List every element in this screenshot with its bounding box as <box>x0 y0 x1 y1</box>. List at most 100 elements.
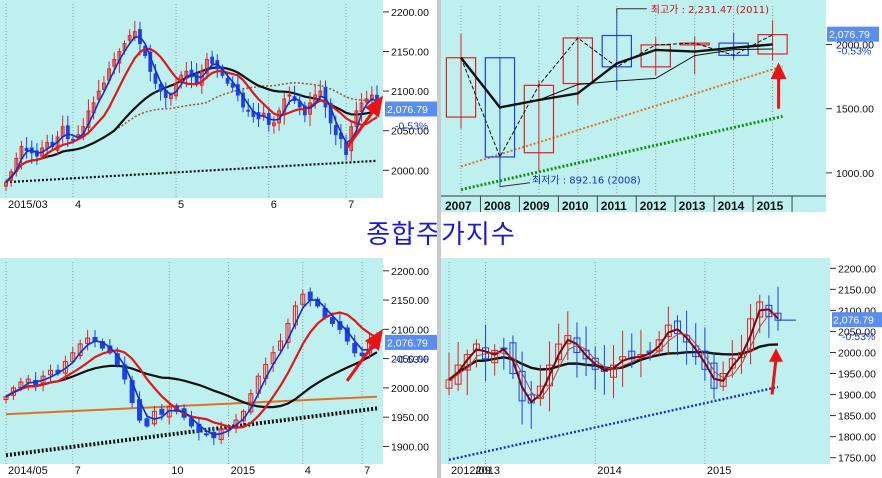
candle-body <box>85 337 91 344</box>
candle-body <box>628 350 636 360</box>
x-tick-label: 2014/05 <box>8 465 48 477</box>
y-tick-label: 1750.00 <box>838 453 876 465</box>
y-tick-label: 2050.00 <box>838 326 876 338</box>
yearly-chart[interactable]: 2007 2008 2009 2010 2011 2012 2013 2014 2015 1000… <box>441 0 882 212</box>
ma5-line <box>5 299 378 436</box>
y-tick-label: 1500.00 <box>836 104 874 116</box>
x-tick-label: 2015 <box>707 465 731 477</box>
candle-body <box>189 69 194 78</box>
y-tick-label: 2100.00 <box>391 324 429 336</box>
current-price-label: 2,076.79 <box>833 315 874 327</box>
ma5-line <box>5 36 378 183</box>
x-tick-label: 2015 <box>231 465 255 477</box>
ma20-line <box>5 311 378 429</box>
annotation-leader <box>616 8 647 15</box>
y-tick-label: 2150.00 <box>838 284 876 296</box>
ma20-line <box>449 312 780 399</box>
y-tick-label: 1800.00 <box>838 432 876 444</box>
candle-body <box>96 90 101 100</box>
x-tick-label: 2008 <box>484 199 511 212</box>
candle-body <box>359 352 365 357</box>
trend-arrow-shaft <box>770 358 778 395</box>
candle-body <box>710 362 718 389</box>
change-label: -0.53% <box>395 354 428 366</box>
trend-arrow-head <box>769 348 783 362</box>
candle-body <box>692 345 700 358</box>
x-tick-label: 7 <box>364 465 370 477</box>
y-tick-label: 1850.00 <box>838 411 876 423</box>
ma120-line <box>5 395 378 416</box>
monthly-chart[interactable]: 2012/09 2013 2014 2015 1750.00 1800.00 1850.00… <box>441 258 882 478</box>
weekly-chart-svg: 2014/05 7 10 2015 4 7 1900.00 1950.00 2000.00 205… <box>0 258 437 478</box>
current-price-label: 2,076.79 <box>829 29 870 41</box>
y-tick-label: 2050.00 <box>391 126 429 138</box>
annotation-high: 최고가 : 2,231.47 (2011) <box>651 4 769 16</box>
candle-body <box>184 70 189 79</box>
x-tick-label: 2013 <box>476 465 500 477</box>
x-axis-area <box>0 464 383 478</box>
change-label: -0.53% <box>842 331 875 343</box>
candle-body <box>610 364 617 378</box>
ma5-line <box>460 48 773 108</box>
candle-body <box>564 335 572 345</box>
y-axis-area <box>830 258 882 478</box>
candle-body <box>445 379 453 389</box>
candle-body <box>546 364 554 387</box>
x-tick-label: 2014 <box>597 465 621 477</box>
x-tick-label: 2012/09 <box>451 465 491 477</box>
candle-body <box>300 293 306 305</box>
current-price-box <box>832 312 882 328</box>
daily-chart[interactable]: 2015/03 4 5 6 7 2000.00 2050.00 2100.00 2150.00 2… <box>0 0 437 212</box>
candle-body <box>285 322 291 344</box>
x-tick-label: 2015 <box>757 199 784 212</box>
change-label: -0.53% <box>838 46 871 58</box>
candle-body <box>364 98 369 103</box>
candle-body <box>737 351 745 359</box>
weekly-chart[interactable]: 2014/05 7 10 2015 4 7 1900.00 1950.00 2000.00 205… <box>0 258 437 478</box>
yearly-chart-svg: 2007 2008 2009 2010 2011 2012 2013 2014 2015 1000… <box>441 0 882 212</box>
candle-body <box>329 317 335 324</box>
y-tick-label: 2000.00 <box>838 347 876 359</box>
candle-body <box>205 58 209 74</box>
candle-body <box>241 92 245 108</box>
ma60-line <box>5 351 378 409</box>
candle-body <box>71 138 75 141</box>
candle-body <box>102 82 106 90</box>
candle-body <box>18 381 24 389</box>
y-tick-label: 2150.00 <box>391 295 429 307</box>
candle-body <box>24 147 29 151</box>
candle-body <box>333 125 338 136</box>
ma240-line <box>5 159 378 184</box>
candle-body <box>582 349 590 360</box>
y-tick-label: 1000.00 <box>836 168 874 180</box>
candle-body <box>86 110 91 128</box>
y-tick-label: 2050.00 <box>391 354 429 366</box>
candle-body <box>491 349 499 364</box>
current-price-box <box>385 101 437 117</box>
candle-body <box>65 125 70 140</box>
candle-body <box>225 78 230 84</box>
candle-body <box>484 57 516 158</box>
trend-arrow-head <box>365 328 383 351</box>
candle-body <box>45 142 50 149</box>
candle-body <box>199 70 204 86</box>
y-tick-label: 2000.00 <box>391 383 429 395</box>
ma240-line <box>448 385 779 461</box>
ma5-line <box>448 308 779 404</box>
trend-arrow-head <box>770 62 787 80</box>
candle-body <box>159 408 165 415</box>
x-tick-label: 2009 <box>523 199 550 212</box>
y-tick-label: 2200.00 <box>838 263 876 275</box>
x-tick-label: 2014 <box>718 199 745 212</box>
x-tick-label: 2011 <box>601 199 627 212</box>
panel-divider <box>437 0 441 478</box>
ma240-line <box>460 114 783 192</box>
y-tick-label: 1900.00 <box>838 390 876 402</box>
x-tick-label: 4 <box>305 465 311 477</box>
candle-body <box>153 73 158 84</box>
x-tick-label: 7 <box>348 199 354 211</box>
candle-body <box>210 56 215 64</box>
x-tick-label: 2015/03 <box>8 199 48 211</box>
y-tick-label: 2000.00 <box>836 40 874 52</box>
